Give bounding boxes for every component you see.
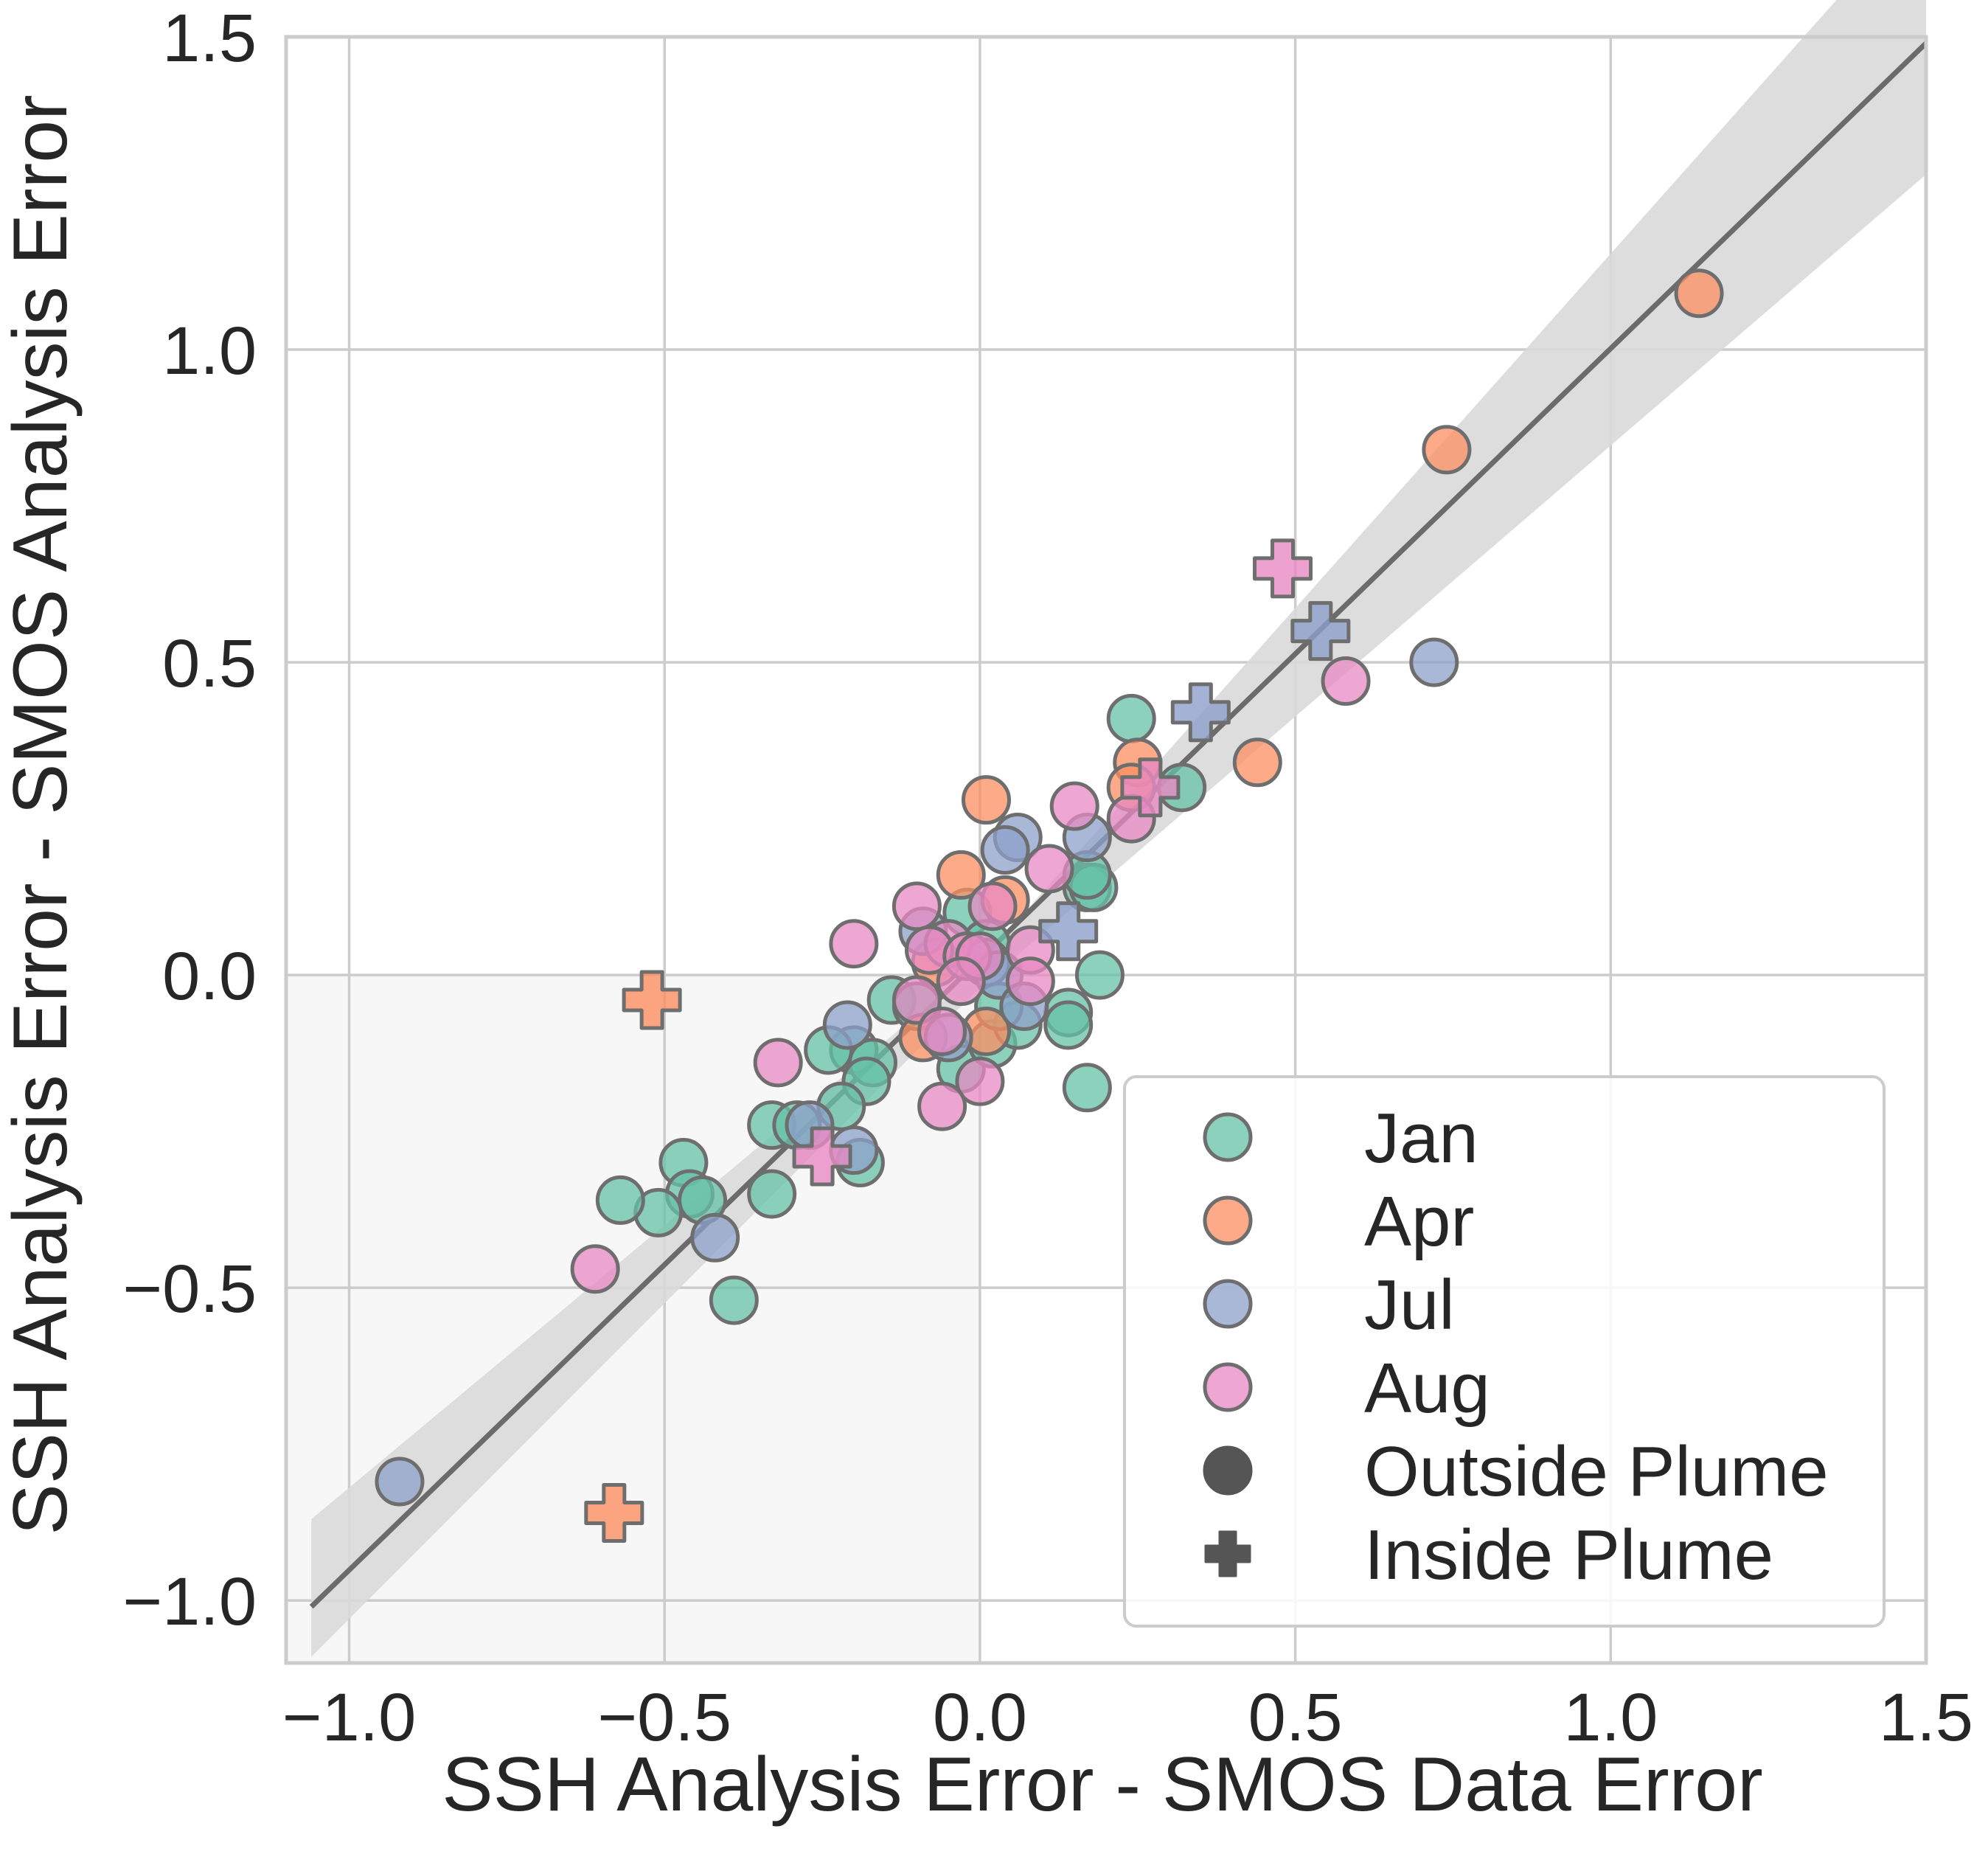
point-jan-outside-plume	[1074, 950, 1125, 1000]
point-apr-inside-plume	[622, 970, 682, 1030]
point-aug-outside-plume	[936, 956, 986, 1007]
point-aug-inside-plume	[1120, 757, 1181, 818]
point-jan-outside-plume	[709, 1275, 759, 1325]
y-tick-label: 0.0	[162, 939, 257, 1014]
legend-marker-inside-plume	[1204, 1530, 1251, 1577]
data-points-layer	[375, 268, 1724, 1543]
point-aug-outside-plume	[1321, 656, 1371, 706]
legend-label: Inside Plume	[1364, 1515, 1773, 1594]
point-aug-outside-plume	[753, 1038, 803, 1088]
point-apr-outside-plume	[961, 775, 1011, 825]
point-jan-outside-plume	[1043, 1000, 1094, 1050]
point-jul-outside-plume	[690, 1212, 740, 1263]
legend-marker-apr	[1203, 1195, 1253, 1246]
legend-marker-outside-plume	[1203, 1445, 1253, 1496]
legend-label: Jul	[1364, 1265, 1455, 1344]
point-jan-outside-plume	[1062, 1063, 1112, 1113]
x-tick-label: 0.0	[933, 1680, 1027, 1755]
x-tick-label: 0.5	[1248, 1680, 1343, 1755]
point-aug-outside-plume	[570, 1244, 620, 1294]
y-tick-label: 1.0	[162, 313, 257, 389]
legend-label: Outside Plume	[1364, 1432, 1829, 1511]
point-jan-outside-plume	[595, 1175, 645, 1225]
point-apr-outside-plume	[1422, 425, 1472, 475]
x-tick-label: −0.5	[597, 1680, 731, 1755]
point-aug-outside-plume	[917, 1081, 967, 1131]
legend-marker-jul	[1203, 1279, 1253, 1329]
point-apr-outside-plume	[1232, 737, 1282, 788]
point-aug-outside-plume	[1005, 956, 1055, 1007]
point-aug-outside-plume	[967, 881, 1018, 931]
plot-frame	[284, 35, 1928, 1665]
x-tick-label: 1.5	[1879, 1680, 1973, 1755]
point-jul-outside-plume	[822, 1000, 872, 1050]
x-tick-label: −1.0	[282, 1680, 417, 1755]
legend-label: Jan	[1364, 1099, 1478, 1178]
x-tick-label: 1.0	[1563, 1680, 1658, 1755]
point-aug-outside-plume	[892, 881, 942, 931]
point-jul-outside-plume	[980, 825, 1030, 875]
point-aug-outside-plume	[955, 1056, 1005, 1106]
point-jan-outside-plume	[747, 1169, 797, 1219]
point-aug-outside-plume	[917, 1006, 967, 1056]
point-aug-inside-plume	[792, 1126, 852, 1187]
tick-labels-layer: −1.0 −0.5 0.0 0.5 1.0 1.5 −1.0 −0.5 0.0 0.5 1.0 1.5	[122, 1, 1973, 1755]
point-apr-outside-plume	[936, 850, 986, 900]
point-aug-outside-plume	[829, 919, 879, 969]
legend-box	[1123, 1075, 1886, 1628]
point-apr-inside-plume	[584, 1482, 644, 1543]
legend-label: Aug	[1364, 1349, 1490, 1428]
legend-marker-aug	[1203, 1362, 1253, 1412]
point-aug-outside-plume	[1049, 781, 1099, 831]
point-jul-inside-plume	[1170, 682, 1231, 743]
point-aug-outside-plume	[1024, 844, 1074, 894]
axis-titles-layer: SSH Analysis Error - SMOS Data Error SSH…	[0, 94, 1763, 1827]
plot-frame-layer	[284, 35, 1928, 1665]
y-tick-label: −0.5	[122, 1251, 257, 1327]
y-tick-label: 0.5	[162, 626, 257, 701]
point-jul-outside-plume	[1409, 637, 1459, 687]
y-tick-label: 1.5	[162, 1, 257, 76]
point-aug-inside-plume	[1253, 538, 1313, 599]
point-apr-outside-plume	[1674, 268, 1724, 319]
y-tick-label: −1.0	[122, 1564, 257, 1639]
point-jan-outside-plume	[1106, 693, 1156, 743]
legend-marker-jan	[1203, 1112, 1253, 1162]
y-axis-title: SSH Analysis Error - SMOS Analysis Error	[0, 94, 83, 1535]
x-axis-title: SSH Analysis Error - SMOS Data Error	[442, 1742, 1763, 1827]
point-jul-outside-plume	[375, 1456, 425, 1507]
point-jul-inside-plume	[1038, 901, 1099, 962]
point-jul-inside-plume	[1290, 601, 1351, 662]
legend-label: Apr	[1364, 1182, 1474, 1261]
